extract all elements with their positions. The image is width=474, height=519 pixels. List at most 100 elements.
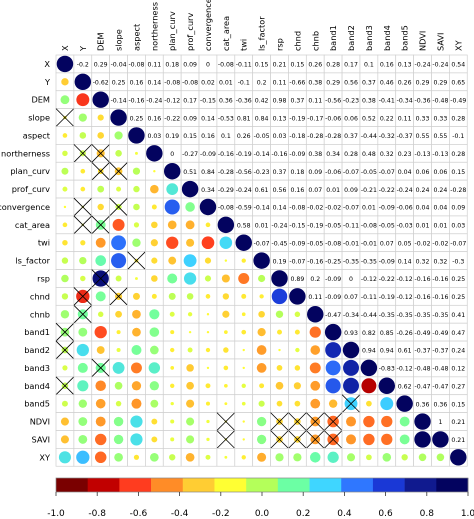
correlation-circle bbox=[450, 449, 467, 466]
correlation-value: -0.05 bbox=[254, 133, 270, 140]
insignificant-cross-line bbox=[55, 376, 75, 396]
correlation-value: -0.12 bbox=[397, 294, 413, 301]
correlation-circle bbox=[186, 364, 194, 372]
correlation-circle bbox=[115, 275, 122, 282]
correlation-circle bbox=[128, 127, 145, 144]
colorbar-tick-label: -0.4 bbox=[171, 509, 189, 519]
correlation-value: -0.08 bbox=[325, 240, 341, 247]
column-label-chnb: chnb bbox=[310, 31, 320, 51]
correlation-value: 0.06 bbox=[344, 115, 358, 122]
colorbar-segment bbox=[436, 478, 469, 492]
correlation-value: 0.21 bbox=[451, 419, 465, 426]
correlation-circle bbox=[181, 180, 199, 198]
correlation-value: -0.02 bbox=[415, 240, 431, 247]
correlation-value: -0.47 bbox=[415, 383, 431, 390]
correlation-circle bbox=[150, 184, 159, 194]
correlation-circle bbox=[151, 257, 158, 264]
correlation-value: -0.04 bbox=[111, 62, 127, 69]
correlation-value: -0.56 bbox=[236, 169, 252, 176]
correlation-value: -0.26 bbox=[397, 330, 413, 337]
correlation-circle bbox=[94, 451, 107, 464]
correlation-circle bbox=[206, 313, 210, 316]
correlation-circle bbox=[149, 381, 159, 391]
correlation-value: 0.09 bbox=[451, 205, 465, 212]
correlation-value: -0.15 bbox=[200, 97, 216, 104]
insignificant-cross-line bbox=[91, 215, 110, 235]
correlation-value: 0.37 bbox=[273, 169, 287, 176]
correlation-circle bbox=[96, 346, 105, 354]
correlation-circle bbox=[132, 292, 140, 300]
correlation-value: -0.2 bbox=[77, 62, 89, 69]
column-label-band4: band4 bbox=[382, 25, 392, 51]
correlation-value: 0.65 bbox=[451, 80, 465, 87]
correlation-value: 0.58 bbox=[237, 223, 251, 230]
colorbar-tick-label: -1.0 bbox=[47, 509, 65, 519]
correlation-circle bbox=[167, 273, 178, 284]
correlation-value: -0.1 bbox=[452, 133, 464, 140]
correlation-value: 0.84 bbox=[201, 169, 215, 176]
correlation-circle bbox=[131, 381, 142, 391]
insignificant-cross-line bbox=[91, 358, 110, 378]
correlation-circle bbox=[278, 348, 281, 352]
correlation-circle bbox=[97, 132, 104, 139]
correlation-value: 0.14 bbox=[398, 258, 412, 265]
correlation-circle bbox=[275, 381, 284, 390]
correlation-circle bbox=[116, 330, 121, 335]
correlation-value: 0.11 bbox=[398, 115, 412, 122]
column-label-DEM: DEM bbox=[96, 32, 106, 51]
correlation-value: 0 bbox=[170, 151, 174, 158]
correlation-circle bbox=[187, 312, 193, 317]
insignificant-cross-line bbox=[55, 340, 75, 360]
correlation-value: 0.07 bbox=[380, 240, 394, 247]
correlation-circle bbox=[170, 366, 175, 370]
correlation-value: -0.01 bbox=[361, 240, 377, 247]
correlation-value: -0.09 bbox=[325, 276, 341, 283]
correlation-circle bbox=[170, 402, 174, 406]
correlation-circle bbox=[346, 416, 357, 427]
correlation-circle bbox=[150, 399, 159, 408]
correlation-circle bbox=[242, 348, 245, 352]
correlation-value: -0.49 bbox=[432, 330, 448, 337]
correlation-value: 0.18 bbox=[290, 169, 304, 176]
insignificant-cross-line bbox=[73, 144, 93, 163]
insignificant-cross-line bbox=[306, 430, 325, 449]
correlation-value: 0.09 bbox=[308, 169, 322, 176]
correlation-value: 0.19 bbox=[273, 258, 287, 265]
correlation-circle bbox=[258, 310, 265, 318]
row-label-DEM: DEM bbox=[31, 95, 50, 105]
correlation-value: 0.82 bbox=[362, 330, 376, 337]
correlation-value: 0.36 bbox=[434, 401, 448, 408]
correlation-value: -0.56 bbox=[325, 97, 341, 104]
correlation-value: -0.22 bbox=[379, 276, 395, 283]
correlation-circle bbox=[150, 239, 158, 247]
correlation-circle bbox=[242, 438, 245, 441]
correlation-value: 0.81 bbox=[237, 115, 251, 122]
colorbar-tick-label: 0.0 bbox=[255, 509, 270, 519]
insignificant-cross-line bbox=[323, 412, 343, 431]
correlation-value: -0.19 bbox=[379, 294, 395, 301]
correlation-circle bbox=[224, 259, 228, 262]
correlation-value: -0.24 bbox=[236, 187, 252, 194]
correlation-value: -0.15 bbox=[289, 223, 305, 230]
correlation-value: -0.17 bbox=[307, 115, 323, 122]
row-label-band1: band1 bbox=[24, 327, 50, 337]
correlation-circle bbox=[169, 454, 176, 461]
correlation-circle bbox=[170, 383, 175, 388]
correlation-value: 0.21 bbox=[451, 437, 465, 444]
correlation-value: -0.11 bbox=[343, 223, 359, 230]
correlation-circle bbox=[170, 330, 175, 335]
correlation-circle bbox=[58, 451, 71, 464]
correlation-circle bbox=[132, 238, 141, 247]
colorbar-segment bbox=[182, 478, 215, 492]
correlation-value: -0.07 bbox=[343, 205, 359, 212]
colorbar-segment bbox=[309, 478, 342, 492]
correlation-circle bbox=[346, 453, 356, 462]
correlation-circle bbox=[62, 365, 68, 371]
correlation-value: -0.83 bbox=[379, 366, 395, 373]
correlation-value: 0.28 bbox=[326, 62, 340, 69]
colorbar-tick-label: -0.6 bbox=[130, 509, 148, 519]
correlation-circle bbox=[187, 347, 193, 353]
correlation-circle bbox=[258, 400, 265, 407]
correlation-value: 0.13 bbox=[398, 62, 412, 69]
